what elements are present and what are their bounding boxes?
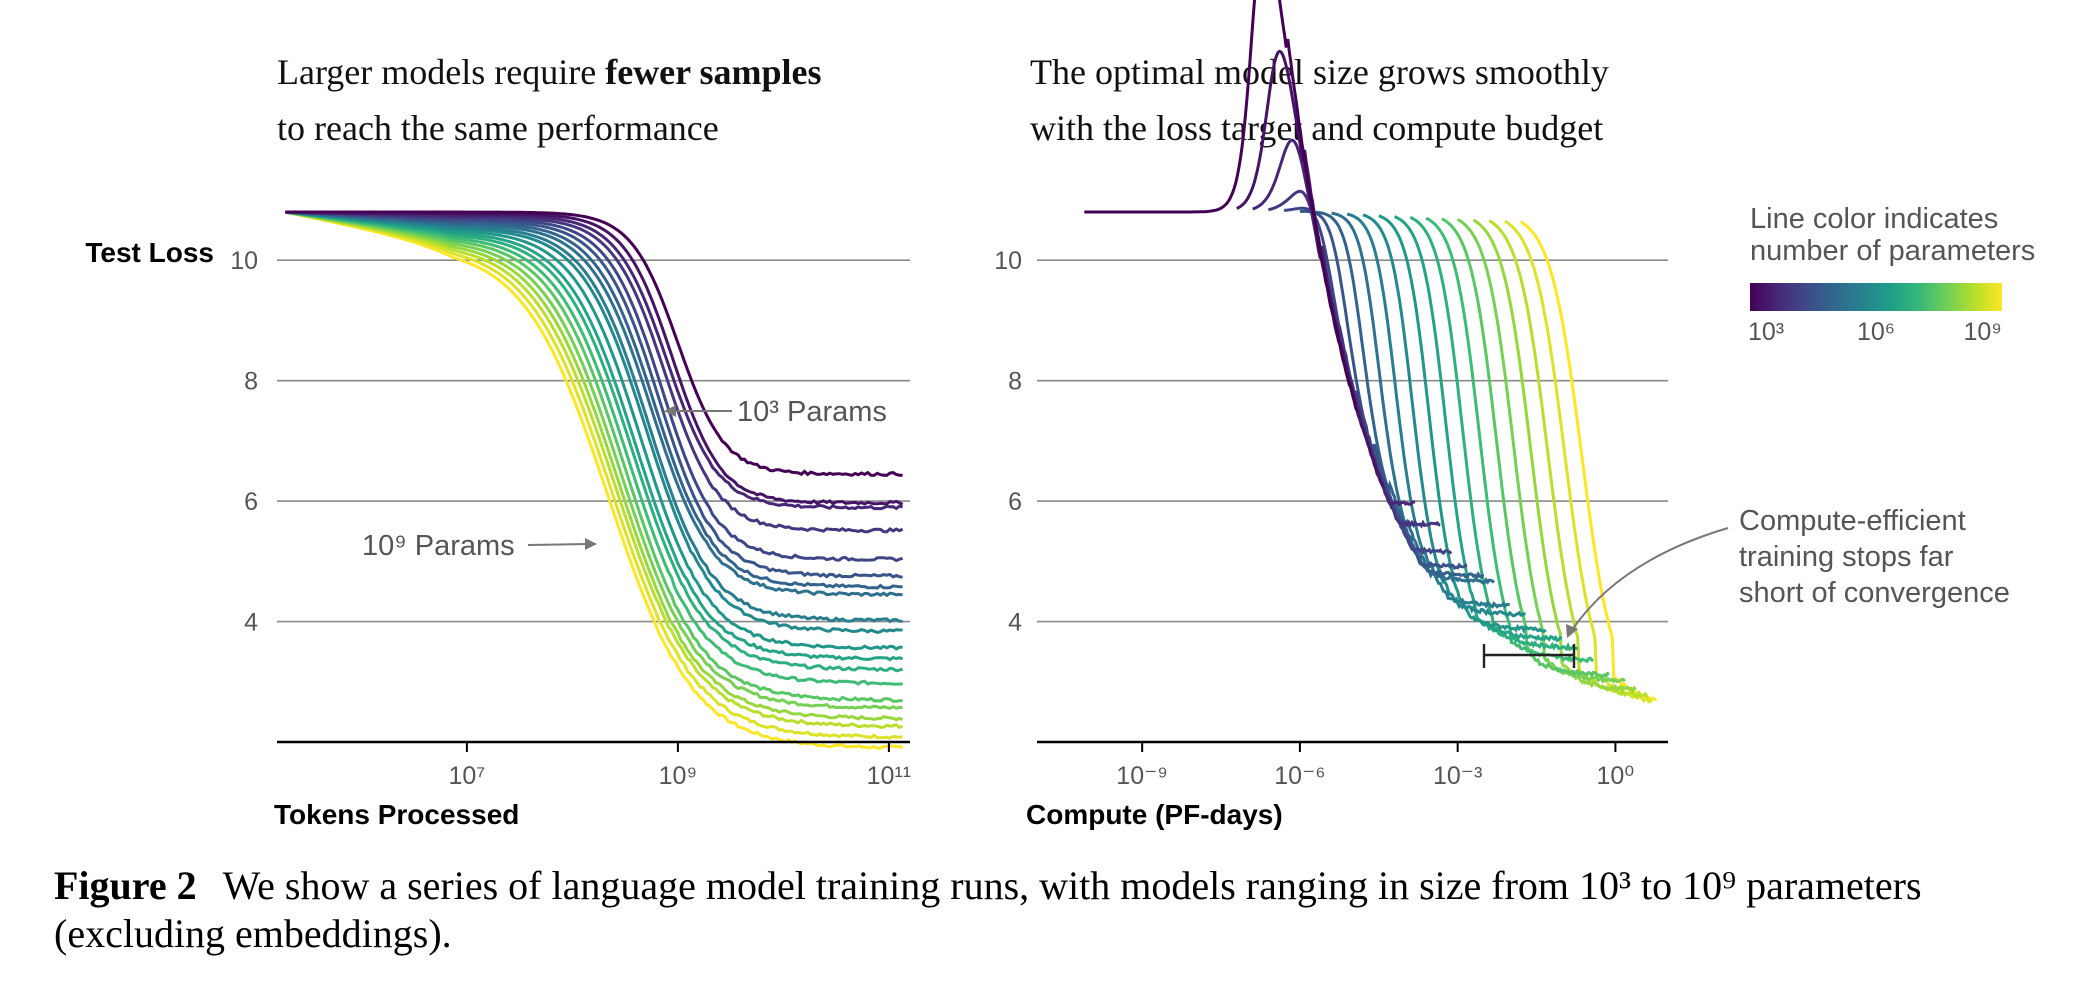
right-x-tick-label: 10⁰ <box>1596 762 1634 790</box>
left-y-tick-label: 8 <box>244 368 258 396</box>
left-y-tick-label: 10 <box>230 247 258 275</box>
annotation-compute-line3: short of convergence <box>1739 577 2010 609</box>
caption-label: Figure 2 <box>54 863 197 908</box>
right-series-line <box>1472 218 1637 694</box>
right-series-line <box>1346 212 1511 609</box>
right-y-tick-label: 6 <box>1008 488 1022 516</box>
compute-efficient-arrow <box>1571 527 1729 631</box>
left-y-ticks: 4 6 8 10 <box>230 247 258 636</box>
left-x-axis-label: Tokens Processed <box>274 799 519 830</box>
annotation-large-params: 10⁹ Params <box>362 530 515 562</box>
annotation-small-params: 10³ Params <box>737 396 887 428</box>
right-y-tick-label: 8 <box>1008 368 1022 396</box>
right-title-line2: with the loss target and compute budget <box>1030 108 1603 148</box>
right-y-tick-label: 4 <box>1008 609 1022 637</box>
left-y-tick-label: 4 <box>244 609 258 637</box>
right-title-line1: The optimal model size grows smoothly <box>1030 52 1609 92</box>
left-chart: 10⁷ 10⁹ 10¹¹ 4 6 8 10 Test Loss Tokens Proces… <box>85 210 911 830</box>
right-gridlines <box>1037 259 1668 623</box>
right-series-line <box>1441 217 1610 679</box>
colorbar-gradient-bar <box>1750 283 2002 311</box>
right-series-line <box>1315 210 1485 581</box>
right-series-line <box>1252 138 1416 508</box>
colorbar-tick-max: 10⁹ <box>1963 318 2002 346</box>
right-series-line <box>1456 218 1627 684</box>
compute-efficient-arrowhead <box>1566 624 1578 638</box>
right-y-ticks: 4 6 8 10 <box>994 247 1022 636</box>
right-series-line <box>1362 213 1526 618</box>
right-series-line <box>1084 0 1359 412</box>
right-series-line <box>1268 189 1441 529</box>
colorbar-title-line1: Line color indicates <box>1750 203 1998 235</box>
right-x-tick-label: 10⁻³ <box>1433 762 1482 790</box>
right-x-ticks: 10⁻⁹ 10⁻⁶ 10⁻³ 10⁰ <box>1116 742 1634 790</box>
left-series-lines <box>285 210 904 750</box>
right-series-line <box>1488 219 1649 699</box>
colorbar-tick-min: 10³ <box>1748 318 1784 346</box>
left-x-tick-label: 10¹¹ <box>867 762 911 790</box>
right-series-line <box>1409 215 1579 652</box>
right-series-lines <box>1084 0 1658 704</box>
annotation-large-arrow <box>527 543 589 546</box>
right-y-tick-label: 10 <box>994 247 1022 275</box>
left-y-tick-label: 6 <box>244 488 258 516</box>
left-y-axis-label: Test Loss <box>85 237 214 268</box>
right-series-line <box>1299 209 1468 570</box>
annotation-large-arrowhead <box>585 538 597 550</box>
colorbar-title-line2: number of parameters <box>1750 235 2035 267</box>
colorbar: Line color indicates number of parameter… <box>1748 203 2035 346</box>
left-x-tick-label: 10⁷ <box>448 762 485 790</box>
annotation-compute-line1: Compute-efficient <box>1739 505 1966 537</box>
right-x-axis-label: Compute (PF-days) <box>1026 799 1283 830</box>
colorbar-tick-mid: 10⁶ <box>1857 318 1895 346</box>
caption-text: We show a series of language model train… <box>54 863 1922 956</box>
annotation-small-arrowhead <box>664 405 676 417</box>
left-x-ticks: 10⁷ 10⁹ 10¹¹ <box>448 742 911 790</box>
right-x-tick-label: 10⁻⁶ <box>1274 762 1325 790</box>
left-series-line <box>285 210 903 477</box>
left-series-line <box>285 210 904 722</box>
left-series-line <box>285 210 903 740</box>
right-series-line <box>1331 211 1496 585</box>
annotation-compute-line2: training stops far <box>1739 541 1954 573</box>
left-title-line2: to reach the same performance <box>277 108 719 148</box>
right-series-line <box>1425 216 1594 664</box>
left-title-line1: Larger models require fewer samples <box>277 52 821 92</box>
figure-caption: Figure 2 We show a series of language mod… <box>54 862 2044 958</box>
compute-efficient-bracket <box>1482 644 1576 668</box>
left-series-line <box>285 210 904 729</box>
right-x-tick-label: 10⁻⁹ <box>1116 762 1168 790</box>
left-x-tick-label: 10⁹ <box>659 762 698 790</box>
